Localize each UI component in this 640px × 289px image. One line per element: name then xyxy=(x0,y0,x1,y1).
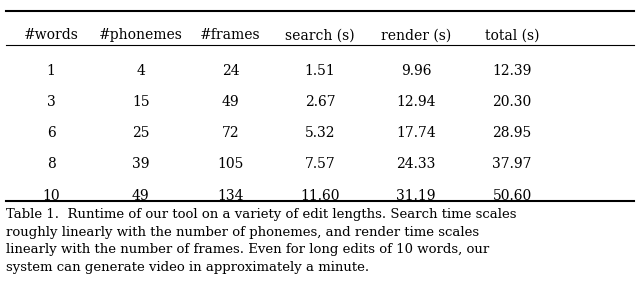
Text: 11.60: 11.60 xyxy=(300,189,340,203)
Text: 8: 8 xyxy=(47,158,56,171)
Text: 50.60: 50.60 xyxy=(492,189,532,203)
Text: #frames: #frames xyxy=(200,28,260,42)
Text: 24: 24 xyxy=(221,64,239,78)
Text: search (s): search (s) xyxy=(285,28,355,42)
Text: 72: 72 xyxy=(221,126,239,140)
Text: 31.19: 31.19 xyxy=(396,189,436,203)
Text: 20.30: 20.30 xyxy=(492,95,532,109)
Text: total (s): total (s) xyxy=(484,28,540,42)
Text: 15: 15 xyxy=(132,95,150,109)
Text: 2.67: 2.67 xyxy=(305,95,335,109)
Text: 28.95: 28.95 xyxy=(492,126,532,140)
Text: 37.97: 37.97 xyxy=(492,158,532,171)
Text: 6: 6 xyxy=(47,126,56,140)
Text: 39: 39 xyxy=(132,158,150,171)
Text: 17.74: 17.74 xyxy=(396,126,436,140)
Text: Table 1.  Runtime of our tool on a variety of edit lengths. Search time scales
r: Table 1. Runtime of our tool on a variet… xyxy=(6,208,517,274)
Text: 4: 4 xyxy=(136,64,145,78)
Text: 12.39: 12.39 xyxy=(492,64,532,78)
Text: 24.33: 24.33 xyxy=(396,158,436,171)
Text: 12.94: 12.94 xyxy=(396,95,436,109)
Text: 1.51: 1.51 xyxy=(305,64,335,78)
Text: 10: 10 xyxy=(42,189,60,203)
Text: 49: 49 xyxy=(221,95,239,109)
Text: 134: 134 xyxy=(217,189,244,203)
Text: 49: 49 xyxy=(132,189,150,203)
Text: #words: #words xyxy=(24,28,79,42)
Text: #phonemes: #phonemes xyxy=(99,28,183,42)
Text: 7.57: 7.57 xyxy=(305,158,335,171)
Text: 9.96: 9.96 xyxy=(401,64,431,78)
Text: 1: 1 xyxy=(47,64,56,78)
Text: 25: 25 xyxy=(132,126,150,140)
Text: 5.32: 5.32 xyxy=(305,126,335,140)
Text: 105: 105 xyxy=(217,158,244,171)
Text: 3: 3 xyxy=(47,95,56,109)
Text: render (s): render (s) xyxy=(381,28,451,42)
